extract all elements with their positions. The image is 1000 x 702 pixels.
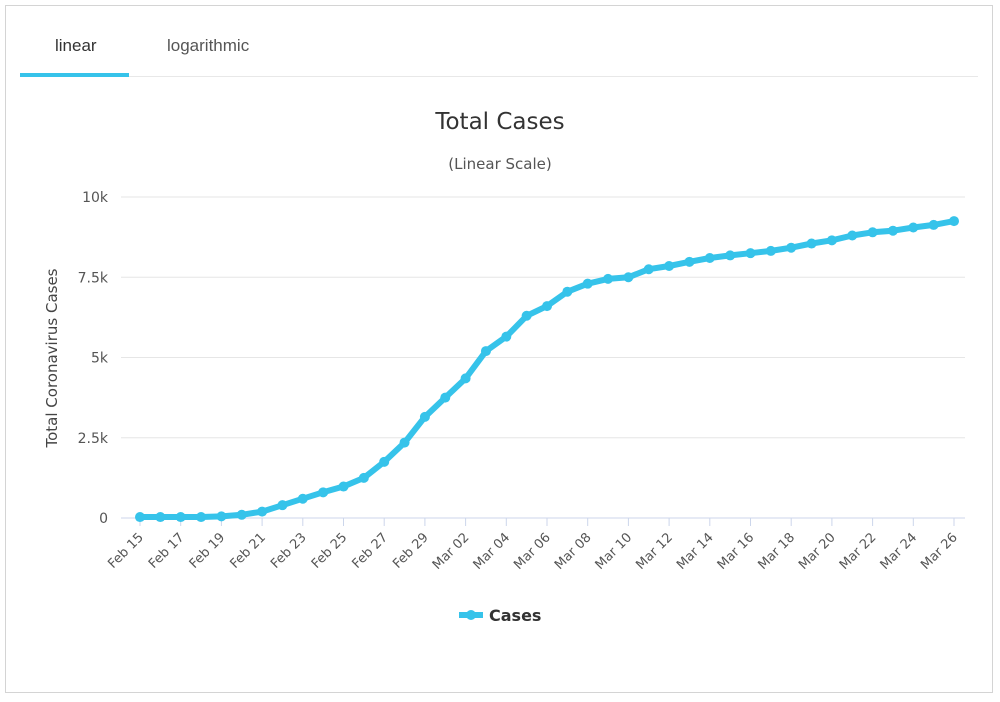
- x-tick-label: Mar 04: [471, 530, 514, 573]
- data-point[interactable]: [542, 301, 552, 312]
- data-point[interactable]: [480, 346, 491, 357]
- legend-label-cases: Cases: [489, 606, 541, 625]
- tab-linear[interactable]: linear: [55, 36, 97, 55]
- y-tick-label: 0: [99, 511, 108, 527]
- data-point[interactable]: [949, 216, 959, 227]
- x-tick-label: Feb 25: [309, 530, 351, 572]
- data-point[interactable]: [562, 286, 573, 297]
- chart-title: Total Cases: [434, 109, 564, 135]
- x-tick-label: Mar 06: [511, 530, 554, 573]
- x-tick-label: Feb 15: [105, 530, 147, 572]
- y-tick-label: 2.5k: [78, 431, 109, 447]
- data-point[interactable]: [745, 248, 756, 259]
- data-point[interactable]: [582, 278, 593, 289]
- chart-panel: [5, 5, 993, 693]
- data-point[interactable]: [318, 487, 329, 498]
- x-tick-label: Mar 16: [715, 530, 758, 573]
- data-point[interactable]: [826, 235, 837, 246]
- data-point[interactable]: [297, 493, 308, 504]
- data-point[interactable]: [236, 509, 247, 520]
- data-point[interactable]: [765, 245, 776, 256]
- x-tick-label: Feb 19: [187, 530, 229, 572]
- data-point[interactable]: [338, 481, 349, 492]
- data-point[interactable]: [175, 512, 186, 523]
- y-tick-label: 7.5k: [78, 270, 109, 286]
- data-point[interactable]: [725, 250, 736, 261]
- data-point[interactable]: [135, 512, 145, 523]
- x-tick-label: Mar 10: [593, 530, 636, 573]
- data-point[interactable]: [501, 331, 512, 342]
- x-tick-label: Mar 22: [837, 530, 880, 573]
- y-axis-label: Total Coronavirus Cases: [43, 268, 61, 448]
- data-point[interactable]: [419, 411, 430, 422]
- x-tick-label: Feb 29: [390, 530, 432, 572]
- x-tick-label: Feb 17: [146, 530, 188, 572]
- x-tick-label: Feb 27: [350, 530, 392, 572]
- x-tick-label: Mar 12: [633, 530, 676, 573]
- data-point[interactable]: [440, 392, 451, 403]
- data-point[interactable]: [521, 310, 532, 321]
- active-tab-indicator: [20, 73, 129, 77]
- data-point[interactable]: [155, 512, 166, 523]
- x-tick-label: Mar 24: [878, 530, 921, 573]
- legend[interactable]: Cases: [459, 606, 541, 625]
- data-point[interactable]: [460, 373, 471, 384]
- data-point[interactable]: [216, 511, 227, 522]
- data-point[interactable]: [379, 456, 390, 467]
- x-tick-label: Mar 02: [430, 530, 473, 573]
- data-point[interactable]: [867, 227, 878, 238]
- x-tick-label: Mar 14: [674, 530, 717, 573]
- y-tick-label: 5k: [91, 351, 109, 367]
- series-line-cases: [137, 218, 957, 520]
- data-point[interactable]: [399, 437, 410, 448]
- data-point[interactable]: [257, 506, 268, 517]
- y-tick-label: 10k: [82, 190, 109, 206]
- data-point[interactable]: [847, 230, 858, 241]
- data-point[interactable]: [277, 500, 288, 511]
- chart-subtitle: (Linear Scale): [448, 155, 551, 173]
- x-tick-label: Mar 18: [755, 530, 798, 573]
- data-point[interactable]: [928, 219, 939, 230]
- data-point[interactable]: [786, 242, 797, 253]
- tab-logarithmic[interactable]: logarithmic: [167, 36, 250, 55]
- data-point[interactable]: [704, 252, 715, 263]
- data-point[interactable]: [684, 256, 695, 267]
- data-point[interactable]: [806, 238, 817, 249]
- data-point[interactable]: [603, 273, 614, 284]
- scale-tabs: linear logarithmic: [20, 24, 978, 77]
- data-point[interactable]: [196, 512, 207, 523]
- data-point[interactable]: [358, 472, 369, 483]
- x-tick-label: Feb 23: [268, 530, 310, 572]
- x-tick-label: Mar 08: [552, 530, 595, 573]
- data-point[interactable]: [643, 264, 654, 275]
- data-point[interactable]: [664, 261, 675, 272]
- data-point[interactable]: [887, 225, 898, 236]
- x-tick-label: Feb 21: [227, 530, 269, 572]
- data-point[interactable]: [908, 222, 919, 233]
- x-tick-label: Mar 26: [918, 530, 961, 573]
- data-point[interactable]: [623, 272, 634, 283]
- x-tick-label: Mar 20: [796, 530, 839, 573]
- legend-marker-cases: [466, 610, 476, 620]
